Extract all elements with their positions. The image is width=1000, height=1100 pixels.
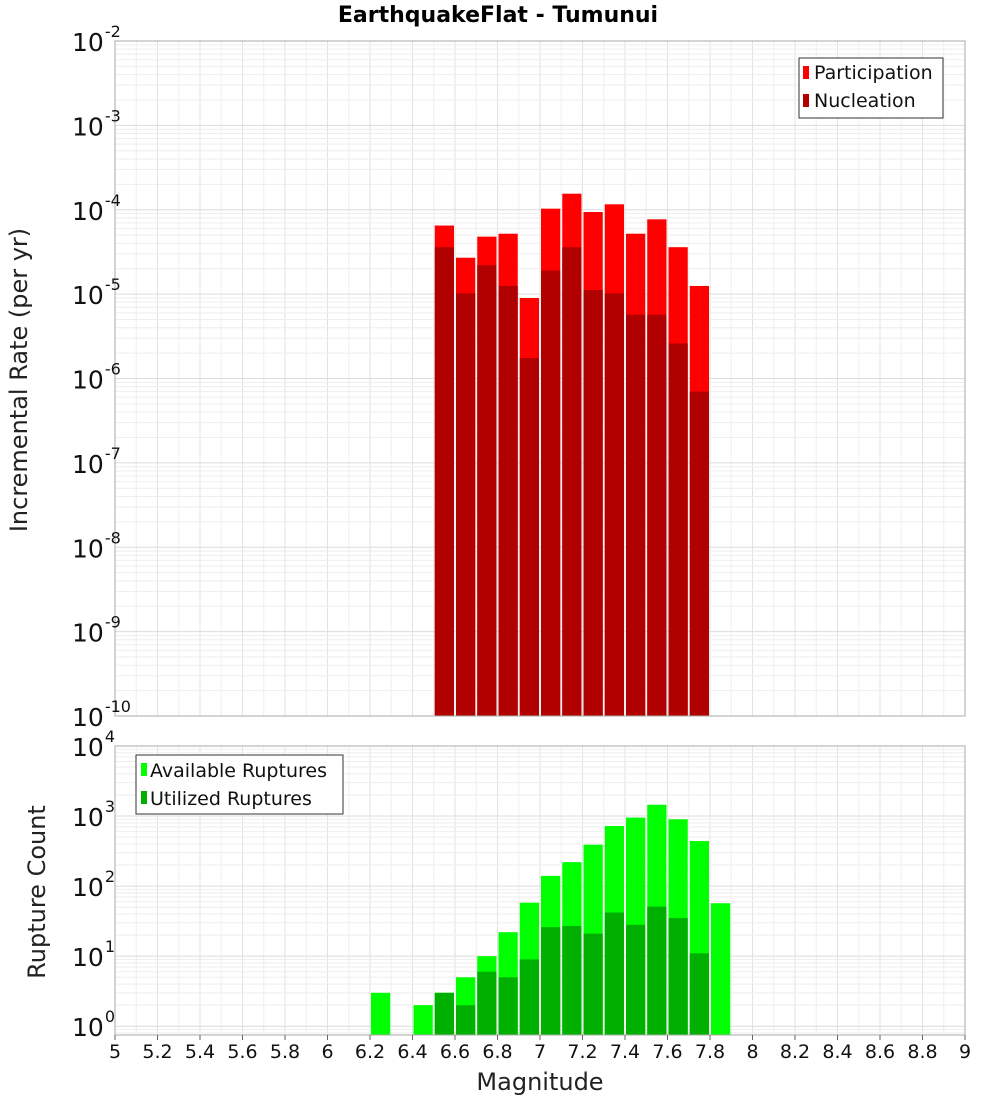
top-bar-b [583, 289, 603, 716]
x-tick-labels: 5 5.2 5.4 5.6 5.8 6 6.2 6.4 6.6 6.8 7 7.2 7.4 7.6 7.8 8… [109, 1035, 971, 1063]
top-ytick-label: 10-6 [72, 360, 121, 395]
x-axis-label: Magnitude [476, 1068, 603, 1096]
x-tick-label: 8.2 [780, 1041, 810, 1063]
bottom-grid [114, 746, 966, 1035]
chart-title: EarthquakeFlat - Tumunui [338, 3, 658, 28]
top-bar-b [541, 270, 561, 716]
top-bar-b [519, 357, 539, 716]
x-tick-label: 7 [534, 1041, 546, 1063]
bottom-ytick-label: 100 [72, 1007, 115, 1042]
x-tick-label: 5.4 [185, 1041, 215, 1063]
top-ytick-label: 10-4 [72, 191, 121, 226]
x-tick-label: 6.6 [440, 1041, 470, 1063]
bottom-bar-b [562, 925, 582, 1035]
top-bar-b [668, 343, 688, 716]
legend-label-nucleation: Nucleation [814, 90, 916, 112]
top-bar-b [498, 285, 518, 716]
x-tick-label: 8.6 [865, 1041, 895, 1063]
bottom-ytick-label: 103 [72, 797, 115, 832]
bottom-y-axis-label: Rupture Count [23, 805, 51, 979]
bottom-ytick-label: 104 [72, 727, 115, 762]
bottom-bar-a [413, 1005, 433, 1035]
top-bar-b [562, 247, 582, 716]
x-tick-label: 5.8 [270, 1041, 300, 1063]
top-plot-border [114, 40, 966, 717]
top-bar-b [477, 265, 497, 716]
bottom-bar-b [434, 992, 454, 1035]
top-bar-b [647, 314, 667, 716]
x-tick-label: 6.8 [482, 1041, 512, 1063]
x-tick-label: 6.4 [397, 1041, 427, 1063]
bottom-bar-b [456, 1005, 476, 1035]
legend-swatch-participation [803, 66, 809, 79]
legend-swatch-nucleation [803, 94, 809, 107]
bottom-ytick-label: 102 [72, 867, 115, 902]
bottom-bars [371, 804, 731, 1035]
bottom-legend-box [135, 754, 344, 815]
x-tick-label: 6 [321, 1041, 333, 1063]
top-grid [114, 41, 966, 717]
bottom-bar-b [477, 971, 497, 1035]
x-tick-label: 5 [109, 1041, 121, 1063]
top-bar-b [626, 314, 646, 716]
x-tick-label: 5.2 [142, 1041, 172, 1063]
bottom-bar-b [519, 959, 539, 1035]
top-y-axis-label: Incremental Rate (per yr) [5, 228, 33, 532]
x-tick-label: 7.6 [652, 1041, 682, 1063]
x-tick-label: 9 [959, 1041, 971, 1063]
x-tick-label: 8.4 [822, 1041, 852, 1063]
x-tick-label: 8.8 [907, 1041, 937, 1063]
top-ytick-label: 10-2 [72, 22, 121, 57]
bottom-bar-b [541, 927, 561, 1035]
bottom-bar-b [647, 906, 667, 1035]
bottom-bar-b [583, 933, 603, 1035]
bottom-bar-a [371, 992, 391, 1035]
bottom-ytick-label: 101 [72, 937, 115, 972]
x-tick-label: 7.4 [610, 1041, 640, 1063]
legend-label-utilized-ruptures: Utilized Ruptures [150, 788, 312, 810]
rupture-count-panel: 104 103 102 101 100 5 5.2 5.4 5.6 5.8 6 6.2 6.4 6.6 6… [23, 727, 971, 1096]
top-ytick-label: 10-9 [72, 613, 121, 648]
top-ytick-label: 10-8 [72, 528, 121, 563]
top-ytick-label: 10-10 [72, 697, 131, 732]
legend-label-participation: Participation [814, 62, 933, 84]
x-tick-label: 8 [746, 1041, 758, 1063]
top-ytick-label: 10-3 [72, 106, 121, 141]
bottom-bar-b [626, 924, 646, 1035]
top-bar-b [604, 293, 624, 716]
legend-label-available-ruptures: Available Ruptures [150, 760, 327, 782]
top-legend: Participation Nucleation [798, 57, 944, 119]
bottom-bar-b [689, 953, 709, 1035]
top-ytick-label: 10-5 [72, 275, 121, 310]
x-tick-label: 7.8 [695, 1041, 725, 1063]
top-bar-b [434, 247, 454, 716]
bottom-bar-b [604, 912, 624, 1035]
bottom-bar-a [711, 903, 731, 1035]
bottom-y-tick-labels: 104 103 102 101 100 [72, 727, 115, 1042]
legend-swatch-available [141, 763, 147, 776]
bottom-bar-b [498, 977, 518, 1035]
x-tick-label: 6.2 [355, 1041, 385, 1063]
top-bar-b [689, 391, 709, 716]
top-ytick-label: 10-7 [72, 444, 121, 479]
top-bar-b [456, 293, 476, 716]
top-legend-box [798, 57, 944, 119]
x-tick-label: 7.2 [567, 1041, 597, 1063]
top-bars [434, 193, 709, 717]
legend-swatch-utilized [141, 791, 147, 804]
x-tick-label: 5.6 [227, 1041, 257, 1063]
participation-nucleation-panel: 10-2 10-3 10-4 10-5 10-6 10-7 10-8 10-9 10-10 In… [5, 22, 966, 732]
bottom-legend: Available Ruptures Utilized Ruptures [135, 754, 344, 815]
bottom-bar-b [668, 918, 688, 1035]
